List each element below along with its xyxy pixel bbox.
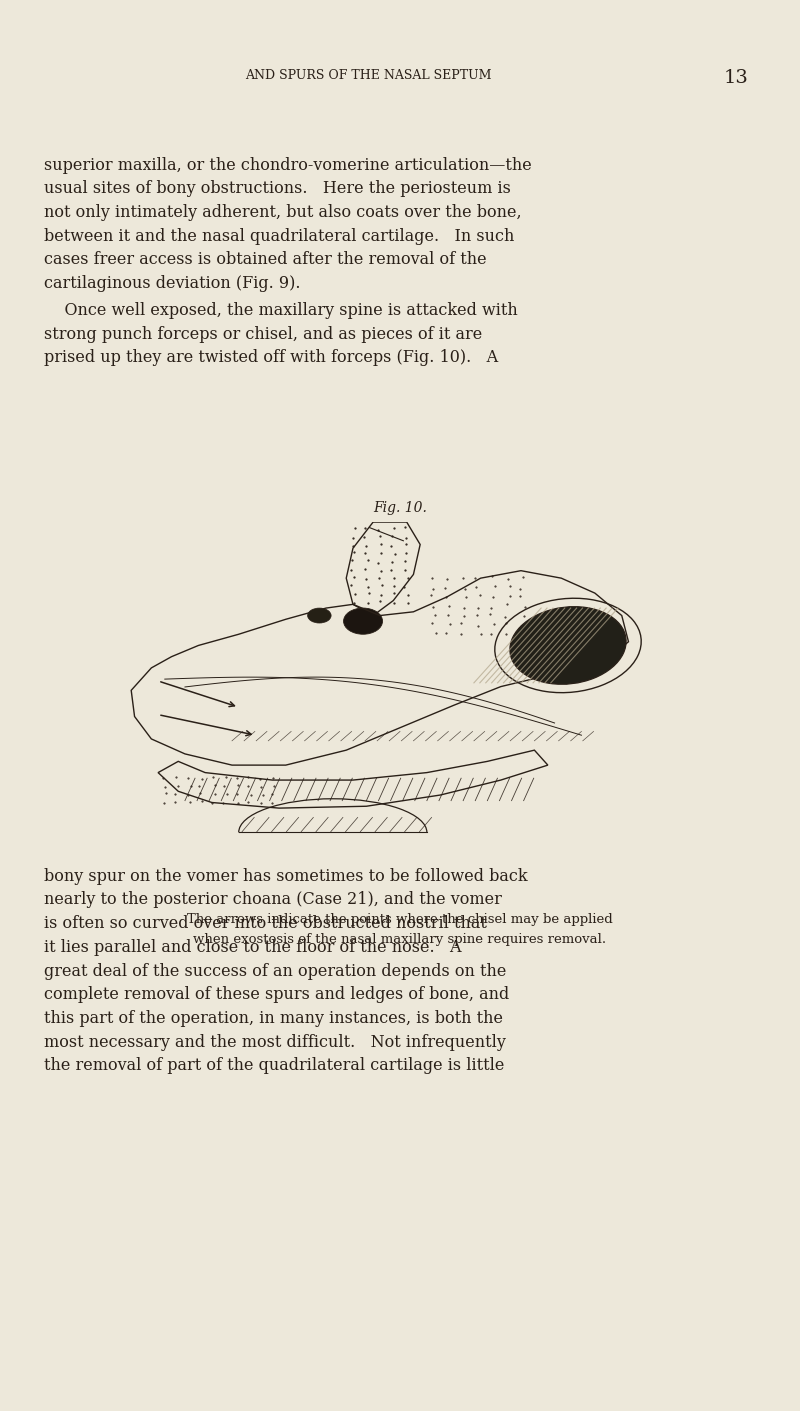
Text: between it and the nasal quadrilateral cartilage.   In such: between it and the nasal quadrilateral c… (44, 227, 514, 244)
Text: complete removal of these spurs and ledges of bone, and: complete removal of these spurs and ledg… (44, 986, 510, 1003)
Ellipse shape (343, 608, 382, 635)
Text: most necessary and the most difficult.   Not infrequently: most necessary and the most difficult. N… (44, 1034, 506, 1051)
Text: usual sites of bony obstructions.   Here the periosteum is: usual sites of bony obstructions. Here t… (44, 181, 511, 198)
Text: great deal of the success of an operation depends on the: great deal of the success of an operatio… (44, 962, 506, 979)
Text: when exostosis of the nasal maxillary spine requires removal.: when exostosis of the nasal maxillary sp… (194, 933, 606, 945)
Text: Once well exposed, the maxillary spine is attacked with: Once well exposed, the maxillary spine i… (44, 302, 518, 319)
Text: not only intimately adherent, but also coats over the bone,: not only intimately adherent, but also c… (44, 205, 522, 222)
Text: 13: 13 (723, 69, 748, 87)
Text: cases freer access is obtained after the removal of the: cases freer access is obtained after the… (44, 251, 486, 268)
Ellipse shape (308, 608, 331, 624)
Text: this part of the operation, in many instances, is both the: this part of the operation, in many inst… (44, 1010, 503, 1027)
Text: bony spur on the vomer has sometimes to be followed back: bony spur on the vomer has sometimes to … (44, 868, 528, 885)
Text: The arrows indicate the points where the chisel may be applied: The arrows indicate the points where the… (187, 913, 613, 926)
Text: it lies parallel and close to the floor of the nose.   A: it lies parallel and close to the floor … (44, 938, 462, 955)
Text: superior maxilla, or the chondro-vomerine articulation—the: superior maxilla, or the chondro-vomerin… (44, 157, 532, 174)
Text: cartilaginous deviation (Fig. 9).: cartilaginous deviation (Fig. 9). (44, 275, 301, 292)
Text: the removal of part of the quadrilateral cartilage is little: the removal of part of the quadrilateral… (44, 1057, 504, 1074)
Text: Fig. 10.: Fig. 10. (373, 501, 427, 515)
Ellipse shape (510, 607, 626, 684)
Text: nearly to the posterior choana (Case 21), and the vomer: nearly to the posterior choana (Case 21)… (44, 892, 502, 909)
Text: strong punch forceps or chisel, and as pieces of it are: strong punch forceps or chisel, and as p… (44, 326, 482, 343)
Text: is often so curved over into the obstructed nostril that: is often so curved over into the obstruc… (44, 916, 487, 933)
Text: AND SPURS OF THE NASAL SEPTUM: AND SPURS OF THE NASAL SEPTUM (245, 69, 491, 82)
Text: prised up they are twisted off with forceps (Fig. 10).   A: prised up they are twisted off with forc… (44, 350, 498, 367)
